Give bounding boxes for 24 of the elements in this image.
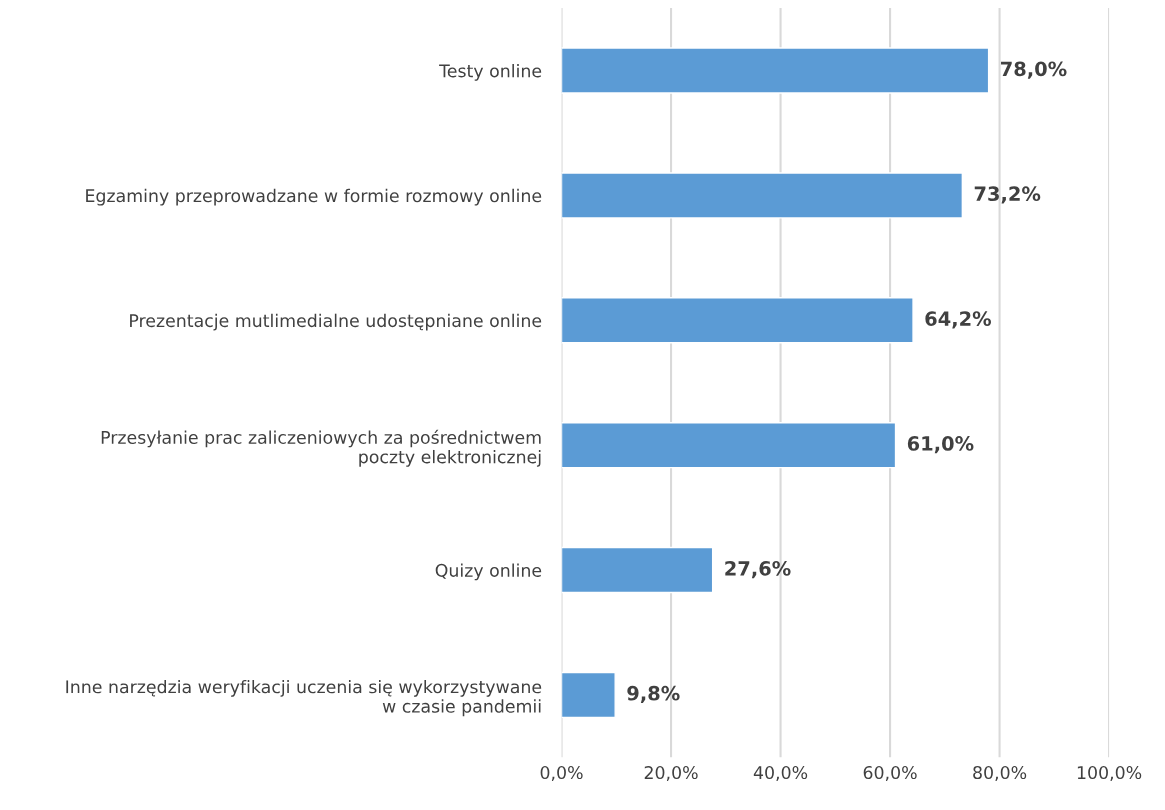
y-tick-label: Egzaminy przeprowadzane w formie rozmowy online: [86, 188, 542, 206]
x-tick-label: 0,0%: [540, 765, 583, 781]
data-label: 64,2%: [925, 311, 992, 329]
x-tick-label: 60,0%: [863, 765, 917, 781]
data-label: 27,6%: [725, 560, 791, 579]
bar: [561, 546, 714, 594]
x-tick-label: 80,0%: [973, 765, 1027, 781]
bar: [561, 671, 616, 719]
y-tick-label: Quizy online: [435, 563, 542, 581]
bar: [561, 47, 990, 94]
x-tick-label: 40,0%: [753, 765, 808, 781]
bar: [561, 421, 897, 469]
data-label: 73,2%: [974, 186, 1041, 204]
data-label: 61,0%: [907, 436, 974, 454]
y-tick-label: Testy online: [439, 63, 542, 81]
x-tick-label: 20,0%: [644, 765, 698, 781]
y-tick-label: Inne narzędzia weryfikacji uczenia się wykorzystywane w czasie pandemii: [66, 679, 542, 717]
data-label: 9,8%: [627, 685, 680, 704]
y-tick-label: Przesyłanie prac zaliczeniowych za pośrednictwem poczty elektronicznej: [101, 429, 541, 467]
x-tick-label: 100,0%: [1077, 765, 1142, 781]
bar: [561, 172, 964, 219]
data-label: 78,0%: [1001, 61, 1067, 79]
y-tick-label: Prezentacje mutlimedialne udostępniane online: [130, 313, 542, 331]
bar: [561, 297, 914, 344]
